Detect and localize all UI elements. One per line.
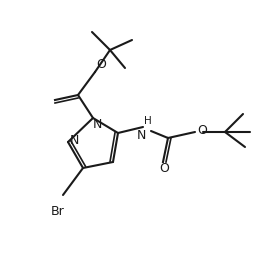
Text: O: O — [159, 162, 169, 175]
Text: H: H — [144, 116, 152, 126]
Text: N: N — [69, 134, 79, 147]
Text: O: O — [96, 58, 106, 71]
Text: Br: Br — [51, 205, 65, 218]
Text: O: O — [197, 124, 207, 137]
Text: N: N — [136, 129, 146, 142]
Text: N: N — [92, 119, 102, 132]
